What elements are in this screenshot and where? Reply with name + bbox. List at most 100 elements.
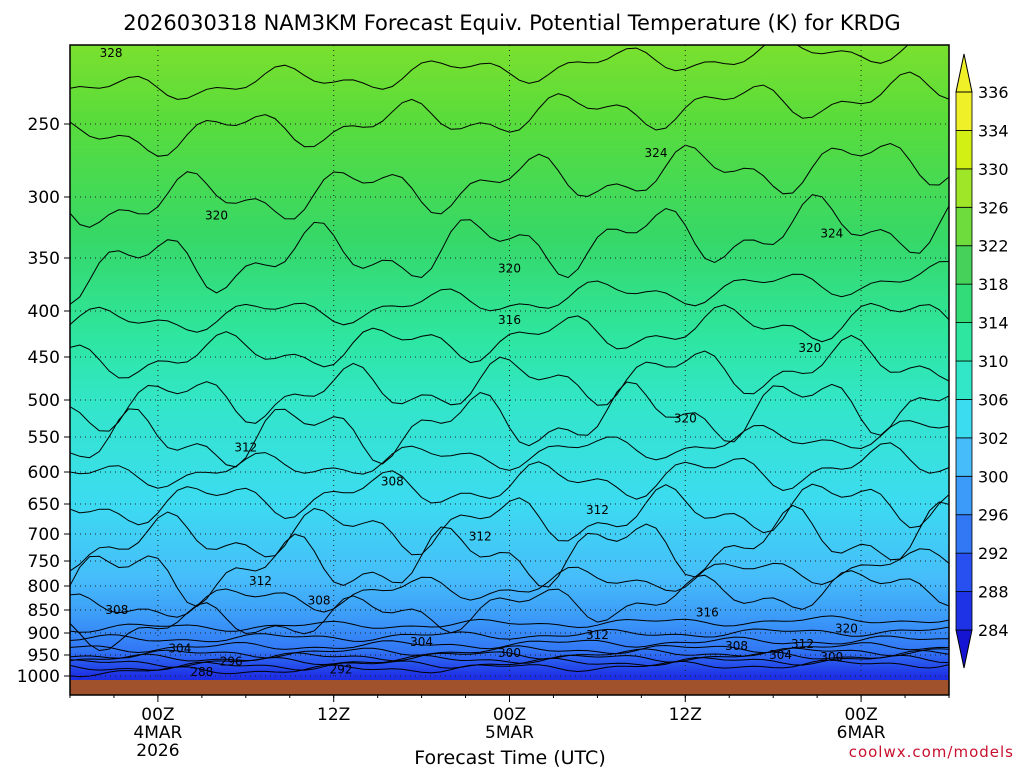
y-tick-label-300: 300 — [28, 188, 60, 208]
y-tick-label-600: 600 — [28, 463, 60, 483]
contour-label-2: 324 — [645, 146, 668, 160]
colorbar-cell-322 — [955, 206, 973, 247]
contour-label-8: 312 — [234, 441, 257, 455]
contour-label-13: 308 — [308, 593, 331, 607]
x-axis-label: Forecast Time (UTC) — [414, 747, 605, 768]
contour-line-10 — [70, 483, 949, 572]
x-tick-label-4-1: 6MAR — [837, 723, 886, 743]
contour-label-15: 316 — [696, 605, 719, 619]
y-tick-label-1000: 1000 — [17, 667, 60, 687]
colorbar-cell-306 — [955, 360, 973, 400]
y-tick-label-500: 500 — [28, 391, 60, 411]
x-tick-label-1-0: 12Z — [317, 705, 350, 725]
colorbar-label-300: 300 — [978, 467, 1009, 486]
colorbar-cell-296 — [955, 475, 973, 516]
contour-lines — [70, 45, 949, 678]
colorbar-label-302: 302 — [978, 429, 1009, 448]
colorbar-label-292: 292 — [978, 544, 1009, 563]
contour-label-24: 300 — [820, 650, 843, 664]
plot-area — [70, 45, 949, 695]
contour-label-1: 320 — [205, 208, 228, 222]
colorbar-low-arrow — [955, 629, 973, 669]
credit-text: coolwx.com/models — [849, 743, 1014, 761]
contour-line-9 — [70, 442, 949, 526]
colorbar-cell-288 — [955, 552, 973, 592]
colorbar-label-318: 318 — [978, 275, 1009, 294]
y-tick-label-350: 350 — [28, 249, 60, 269]
contour-line-18 — [70, 647, 949, 662]
contour-line-2 — [70, 142, 949, 228]
contour-label-0: 328 — [100, 46, 123, 60]
y-tick-label-650: 650 — [28, 495, 60, 515]
contour-labels: 3283203243243203163203203123083123123123… — [100, 46, 858, 679]
colorbar-label-334: 334 — [978, 121, 1009, 140]
contour-label-6: 320 — [798, 341, 821, 355]
contour-label-23: 304 — [769, 648, 792, 662]
colorbar-label-284: 284 — [978, 621, 1009, 640]
contour-label-5: 316 — [498, 313, 521, 327]
colorbar-label-326: 326 — [978, 198, 1009, 217]
colorbar-label-306: 306 — [978, 390, 1009, 409]
colorbar-cell-284 — [955, 591, 973, 631]
contour-label-11: 312 — [469, 530, 492, 544]
contour-line-21 — [70, 659, 949, 678]
colorbar-cell-314 — [955, 283, 973, 323]
y-tick-label-550: 550 — [28, 428, 60, 448]
x-tick-label-3-0: 12Z — [669, 705, 702, 725]
chart-title: 2026030318 NAM3KM Forecast Equiv. Potent… — [123, 11, 900, 35]
contour-label-19: 312 — [791, 637, 814, 651]
colorbar-cell-300 — [955, 437, 973, 477]
contour-label-21: 304 — [168, 641, 191, 655]
x-tick-label-2-1: 5MAR — [485, 723, 534, 743]
colorbar-label-322: 322 — [978, 237, 1009, 256]
x-tick-label-4-0: 00Z — [844, 705, 877, 725]
x-tick-label-2-0: 00Z — [493, 705, 526, 725]
contour-line-1 — [70, 71, 949, 157]
contour-label-16: 320 — [835, 621, 858, 635]
y-tick-label-700: 700 — [28, 525, 60, 545]
contour-label-7: 320 — [674, 412, 697, 426]
colorbar-label-288: 288 — [978, 583, 1009, 602]
contour-line-7 — [70, 381, 949, 468]
colorbar-label-314: 314 — [978, 314, 1009, 333]
colorbar: 284 288 292 296 300 302 306 310 314 318 322 326 330 3… — [955, 53, 1009, 669]
contour-label-20: 308 — [725, 639, 748, 653]
contour-line-19 — [70, 649, 949, 668]
colorbar-label-296: 296 — [978, 506, 1009, 525]
y-axis-ticks: 250 300 350 400 450 500 550 600 650 700 750 800 850 9… — [17, 115, 70, 687]
contour-label-10: 312 — [586, 503, 609, 517]
colorbar-label-330: 330 — [978, 160, 1009, 179]
contour-line-6 — [70, 334, 949, 432]
contour-line-13 — [70, 570, 949, 652]
colorbar-cell-292 — [955, 514, 973, 554]
colorbar-cell-334 — [955, 91, 973, 131]
contour-label-27: 288 — [190, 665, 213, 679]
contour-label-25: 296 — [220, 654, 243, 668]
contour-line-12 — [70, 548, 949, 618]
grid-lines — [70, 45, 949, 695]
contour-line-3 — [70, 194, 949, 305]
contour-line-5 — [70, 302, 949, 379]
contour-label-18: 304 — [410, 635, 433, 649]
y-tick-label-250: 250 — [28, 115, 60, 135]
contour-line-17 — [70, 642, 949, 659]
colorbar-cell-326 — [955, 168, 973, 208]
y-tick-label-800: 800 — [28, 577, 60, 597]
y-tick-label-450: 450 — [28, 348, 60, 368]
y-tick-label-950: 950 — [28, 646, 60, 666]
contour-label-22: 300 — [498, 646, 521, 660]
colorbar-cell-310 — [955, 322, 973, 362]
y-tick-label-900: 900 — [28, 624, 60, 644]
contour-label-17: 312 — [586, 628, 609, 642]
colorbar-cell-330 — [955, 130, 973, 170]
contour-label-3: 324 — [820, 227, 843, 241]
contour-label-14: 308 — [105, 603, 128, 617]
colorbar-cell-318 — [955, 245, 973, 285]
colorbar-label-336: 336 — [978, 83, 1009, 102]
contour-label-9: 308 — [381, 475, 404, 489]
contour-label-4: 320 — [498, 262, 521, 276]
colorbar-high-arrow — [955, 53, 973, 93]
y-tick-label-750: 750 — [28, 552, 60, 572]
y-tick-label-400: 400 — [28, 302, 60, 322]
